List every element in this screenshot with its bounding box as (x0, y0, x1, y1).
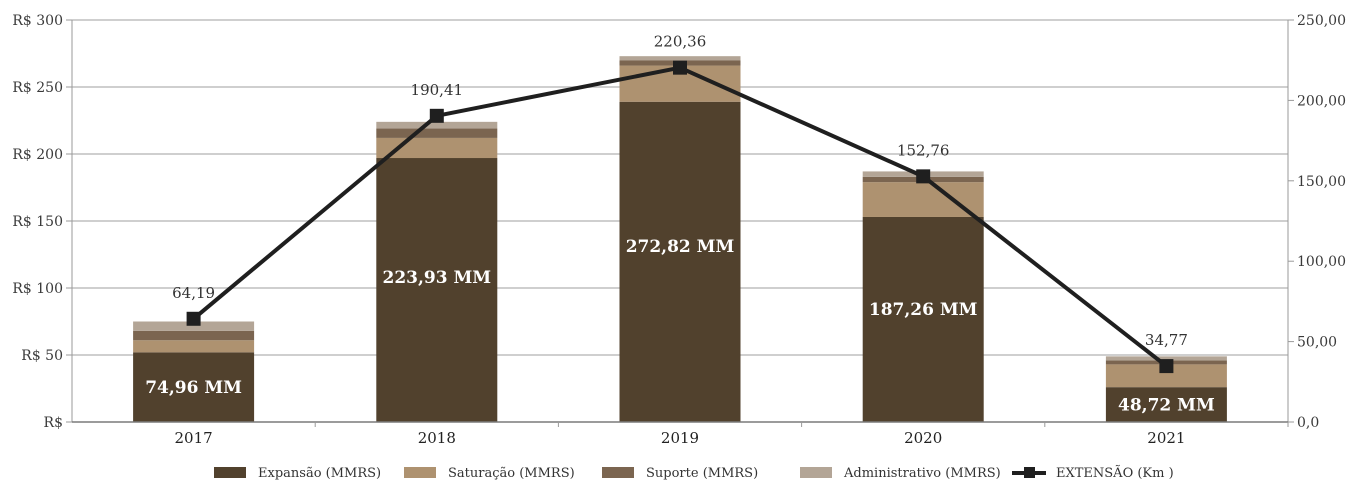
x-tick-label: 2017 (175, 429, 213, 447)
bar-expans-o-mmrs-2020 (862, 216, 984, 422)
right-tick-label: 0,0 (1297, 415, 1319, 431)
bar-satura-o-mmrs-2021 (1105, 364, 1227, 388)
bar-administrativo-mmrs-2019 (619, 56, 741, 61)
bar-total-label: 74,96 MM (145, 378, 242, 398)
right-tick-label: 50,00 (1297, 335, 1337, 351)
left-tick-label: R$ 150 (12, 214, 63, 230)
legend-label: EXTENSÃO (Km ) (1056, 465, 1174, 481)
bar-satura-o-mmrs-2017 (133, 340, 255, 353)
bar-expans-o-mmrs-2019 (619, 101, 741, 423)
bar-total-label: 187,26 MM (869, 300, 978, 320)
bar-satura-o-mmrs-2020 (862, 182, 984, 217)
bar-satura-o-mmrs-2018 (376, 137, 498, 159)
bar-suporte-mmrs-2017 (133, 330, 255, 341)
extensao-value-label: 220,36 (654, 33, 707, 51)
x-tick-label: 2020 (904, 429, 942, 447)
legend-label: Saturação (MMRS) (448, 466, 575, 481)
legend-swatch (404, 467, 436, 478)
bar-total-label: 48,72 MM (1118, 396, 1215, 416)
bar-expans-o-mmrs-2017 (133, 352, 255, 422)
extensao-marker (916, 169, 931, 184)
extensao-value-label: 64,19 (172, 284, 215, 302)
legend-label: Expansão (MMRS) (258, 466, 381, 481)
legend-label: Suporte (MMRS) (646, 466, 758, 481)
x-axis: 2017 2018 2019 2020 2021 (72, 421, 1289, 447)
bar-suporte-mmrs-2018 (376, 128, 498, 138)
extensao-line: 64,19 190,41 220,36 152,76 34,77 (172, 33, 1188, 374)
extensao-marker (673, 60, 687, 75)
legend-swatch (214, 467, 246, 478)
bar-expans-o-mmrs-2018 (376, 158, 498, 422)
left-tick-label: R$ 100 (12, 281, 63, 297)
bar-total-labels: 74,96 MM 223,93 MM 272,82 MM 187,26 MM 48,72… (145, 237, 1215, 416)
left-tick-label: R$ 50 (21, 348, 63, 364)
right-tick-label: 150,00 (1297, 174, 1346, 190)
left-y-axis: R$ R$ 50 R$ 100 R$ 150 R$ 200 R$ 250 R$ 300 (12, 13, 73, 431)
right-y-axis: 0,0 50,00 100,00 150,00 200,00 250,00 (1287, 13, 1346, 431)
x-tick-label: 2021 (1147, 429, 1185, 447)
left-tick-label: R$ (44, 415, 63, 431)
bar-expans-o-mmrs-2021 (1105, 387, 1227, 422)
right-tick-label: 100,00 (1297, 254, 1346, 270)
extensao-marker (186, 311, 201, 326)
right-tick-label: 200,00 (1297, 93, 1346, 109)
x-tick-label: 2019 (661, 429, 699, 447)
left-tick-label: R$ 200 (12, 147, 63, 163)
extensao-value-label: 190,41 (411, 81, 464, 99)
right-tick-label: 250,00 (1297, 13, 1346, 29)
legend-marker-swatch (1024, 467, 1035, 478)
bar-administrativo-mmrs-2021 (1105, 356, 1227, 361)
legend-swatch (602, 467, 634, 478)
left-tick-label: R$ 250 (12, 80, 63, 96)
bar-administrativo-mmrs-2017 (133, 321, 255, 331)
extensao-marker (429, 108, 444, 123)
left-tick-label: R$ 300 (12, 13, 63, 29)
extensao-value-label: 34,77 (1145, 331, 1188, 349)
extensao-marker (1159, 359, 1174, 374)
legend: Expansão (MMRS) Saturação (MMRS) Suporte (… (214, 465, 1174, 481)
bar-total-label: 223,93 MM (382, 268, 491, 288)
x-tick-label: 2018 (418, 429, 456, 447)
extensao-value-label: 152,76 (897, 141, 950, 159)
bar-total-label: 272,82 MM (626, 237, 735, 257)
legend-label: Administrativo (MMRS) (843, 466, 1001, 481)
bar-administrativo-mmrs-2018 (376, 121, 498, 129)
legend-swatch (800, 467, 832, 478)
